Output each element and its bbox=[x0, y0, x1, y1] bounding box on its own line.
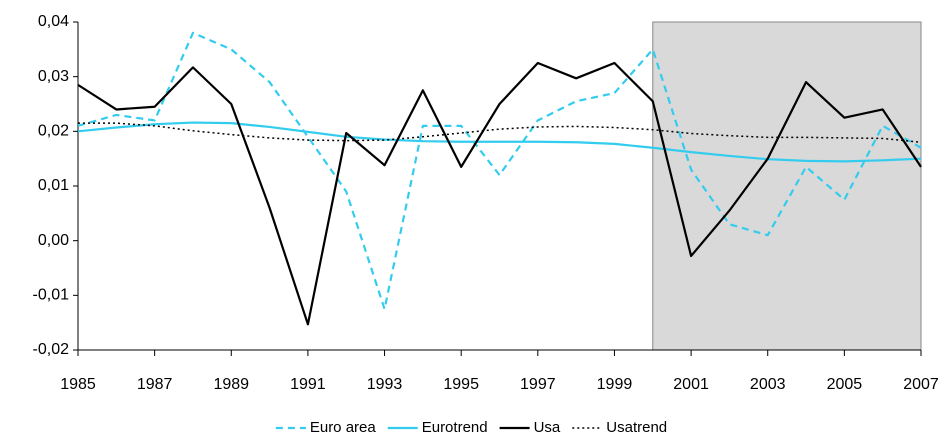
legend-label: Euro area bbox=[310, 419, 377, 436]
x-tick-label: 1997 bbox=[520, 376, 556, 393]
legend-label: Eurotrend bbox=[422, 419, 488, 436]
legend-label: Usa bbox=[534, 419, 561, 436]
x-tick-label: 1993 bbox=[367, 376, 403, 393]
legend-label: Usatrend bbox=[606, 419, 667, 436]
series-line bbox=[77, 121, 922, 163]
legend: Euro area Eurotrend Usa Usatrend bbox=[275, 419, 667, 436]
x-tick-label: 1991 bbox=[290, 376, 326, 393]
x-tick-label: 2001 bbox=[673, 376, 709, 393]
y-tick-label: 0,02 bbox=[38, 123, 69, 140]
y-tick-label: -0,01 bbox=[33, 287, 70, 304]
y-tick-label: 0,03 bbox=[38, 68, 69, 85]
y-tick-label: -0,02 bbox=[33, 341, 70, 358]
series-line bbox=[78, 122, 922, 144]
x-tick-label: 2005 bbox=[827, 376, 863, 393]
x-tick-label: 2007 bbox=[903, 376, 939, 393]
y-tick-label: 0,01 bbox=[38, 177, 69, 194]
x-tick-label: 1989 bbox=[213, 376, 249, 393]
shaded-region bbox=[652, 21, 922, 351]
series-line bbox=[77, 31, 922, 311]
x-tick-label: 2003 bbox=[750, 376, 786, 393]
x-tick-label: 1985 bbox=[60, 376, 96, 393]
series-line bbox=[77, 61, 922, 326]
y-tick-label: 0,04 bbox=[38, 13, 69, 30]
x-tick-label: 1995 bbox=[443, 376, 479, 393]
y-tick-label: 0,00 bbox=[38, 232, 69, 249]
x-tick-label: 1999 bbox=[597, 376, 633, 393]
x-tick-label: 1987 bbox=[137, 376, 173, 393]
